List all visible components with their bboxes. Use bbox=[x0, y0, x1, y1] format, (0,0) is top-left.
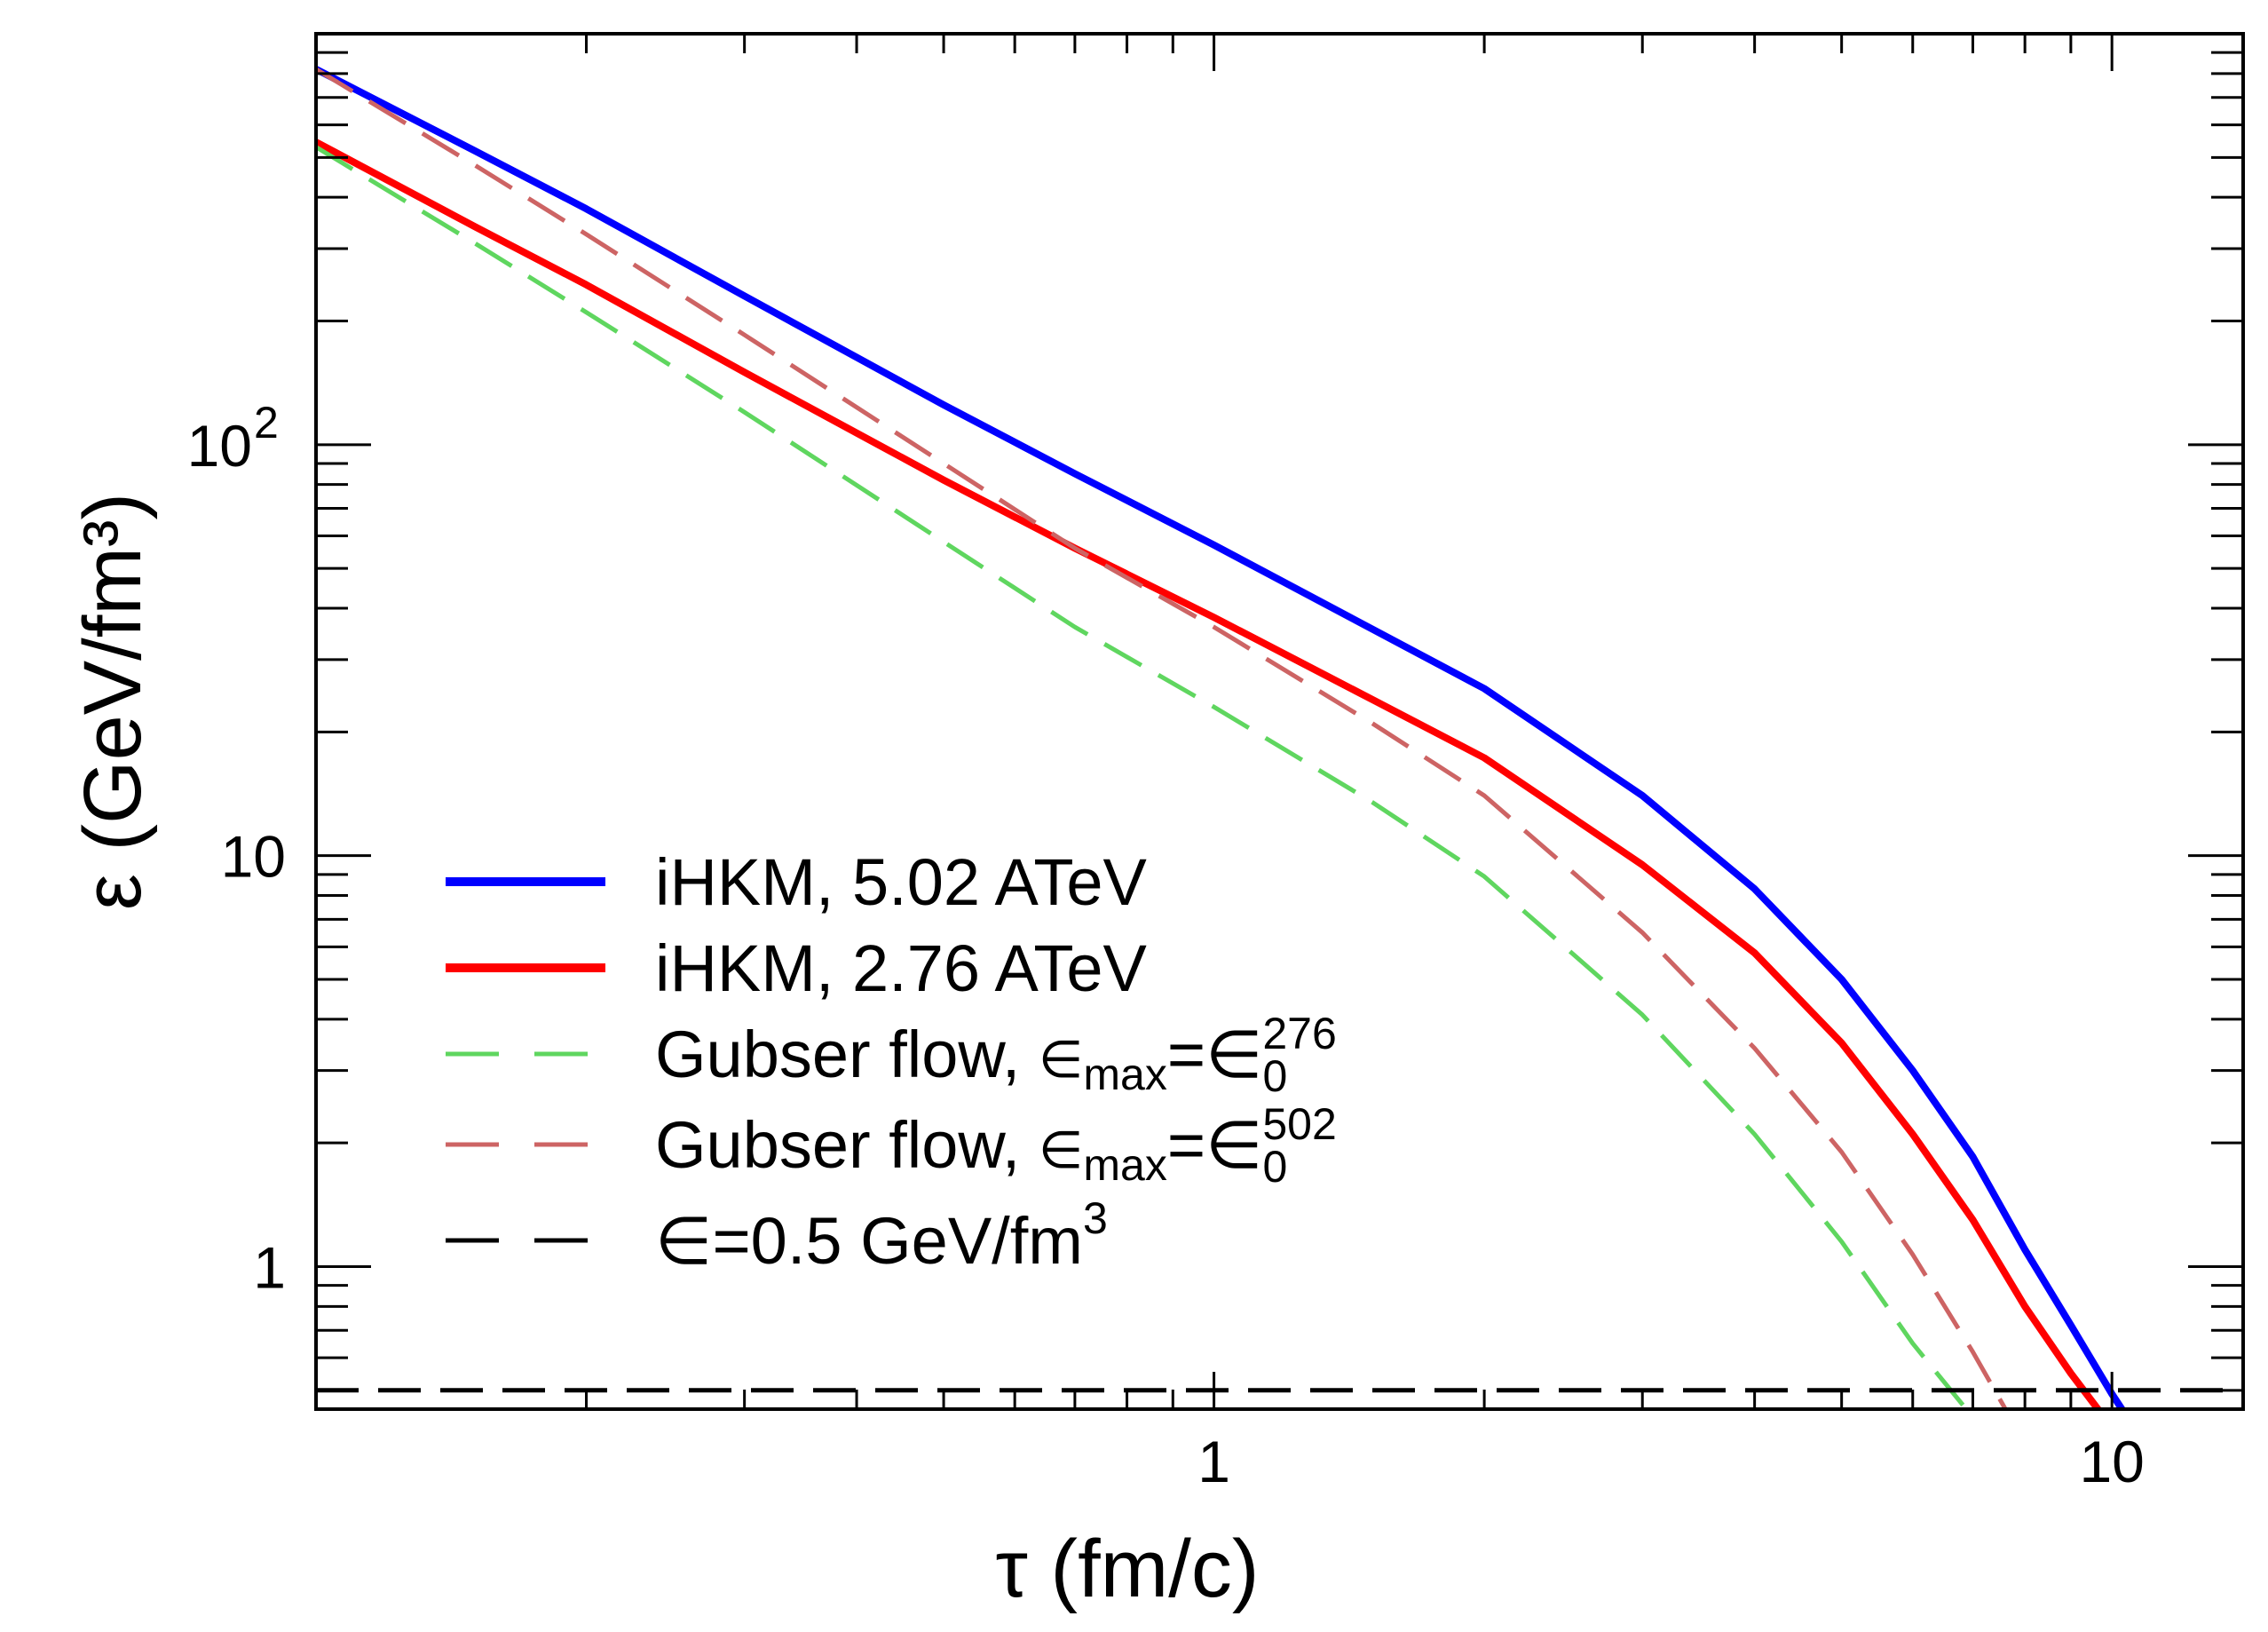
x-tick-label: 10 bbox=[2079, 1429, 2144, 1494]
epsilon-symbol: ∈ bbox=[1039, 1121, 1084, 1179]
legend-label-2: iHKM, 2.76 ATeV bbox=[655, 931, 1148, 1005]
epsilon-symbol: ∈ bbox=[1205, 1018, 1262, 1091]
epsilon-symbol: ∈ bbox=[1205, 1108, 1262, 1182]
legend-label-3: Gubser flow, ∈max=∈0276 bbox=[655, 1009, 1337, 1101]
legend-label-1: iHKM, 5.02 ATeV bbox=[655, 845, 1148, 919]
y-tick-label-exponent: 2 bbox=[254, 398, 279, 448]
x-tick-label: 1 bbox=[1197, 1429, 1230, 1494]
legend-label-4: Gubser flow, ∈max=∈0502 bbox=[655, 1099, 1337, 1192]
plot-frame bbox=[314, 32, 2245, 1411]
epsilon-symbol: ∈ bbox=[1039, 1031, 1084, 1089]
x-axis-title: τ (fm/c) bbox=[996, 1524, 1260, 1614]
tick-layer bbox=[314, 32, 2243, 1409]
epsilon-symbol: ∈ bbox=[655, 1204, 712, 1278]
y-tick-label: 10 bbox=[187, 413, 252, 479]
series-line-2 bbox=[316, 139, 2103, 1409]
y-tick-label: 10 bbox=[221, 824, 286, 890]
legend-label-5: ∈=0.5 GeV/fm3 bbox=[655, 1193, 1108, 1278]
series-layer bbox=[316, 66, 2243, 1409]
y-axis-title: ε (GeV/fm³) bbox=[67, 493, 158, 910]
series-line-4 bbox=[316, 67, 2009, 1409]
series-line-1 bbox=[316, 66, 2127, 1409]
y-tick-label: 1 bbox=[253, 1234, 286, 1300]
series-line-3 bbox=[316, 145, 1970, 1409]
